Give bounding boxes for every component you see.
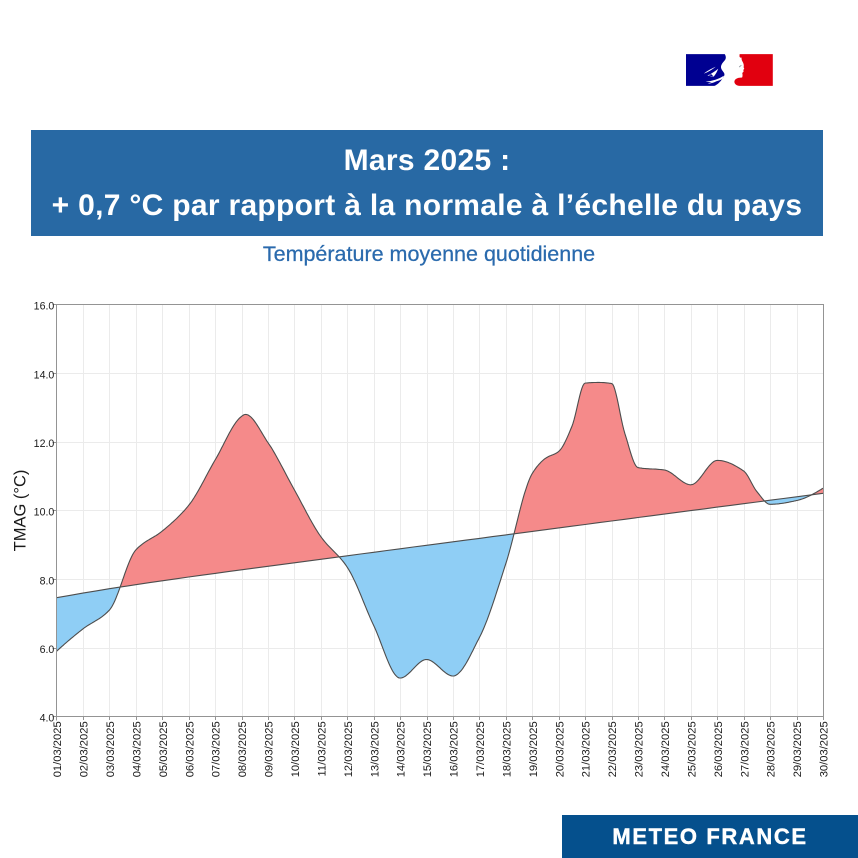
svg-text:22/03/2025: 22/03/2025 [607, 721, 619, 777]
svg-text:28/03/2025: 28/03/2025 [766, 721, 778, 777]
svg-text:TMAG (°C): TMAG (°C) [12, 470, 30, 552]
svg-text:05/03/2025: 05/03/2025 [158, 721, 170, 777]
svg-text:13/03/2025: 13/03/2025 [369, 721, 381, 777]
svg-text:8.0: 8.0 [40, 575, 55, 587]
svg-text:06/03/2025: 06/03/2025 [184, 721, 196, 777]
svg-text:24/03/2025: 24/03/2025 [660, 721, 672, 777]
svg-text:12/03/2025: 12/03/2025 [343, 721, 355, 777]
svg-text:26/03/2025: 26/03/2025 [713, 721, 725, 777]
svg-text:12.0: 12.0 [34, 438, 55, 450]
svg-text:23/03/2025: 23/03/2025 [634, 721, 646, 777]
svg-text:18/03/2025: 18/03/2025 [501, 721, 513, 777]
svg-text:16.0: 16.0 [34, 301, 55, 313]
svg-text:07/03/2025: 07/03/2025 [211, 721, 223, 777]
svg-text:27/03/2025: 27/03/2025 [739, 721, 751, 777]
svg-text:01/03/2025: 01/03/2025 [52, 721, 64, 777]
svg-text:19/03/2025: 19/03/2025 [528, 721, 540, 777]
svg-text:08/03/2025: 08/03/2025 [237, 721, 249, 777]
svg-text:14/03/2025: 14/03/2025 [396, 721, 408, 777]
svg-text:03/03/2025: 03/03/2025 [105, 721, 117, 777]
svg-text:11/03/2025: 11/03/2025 [316, 721, 328, 776]
svg-text:14.0: 14.0 [34, 369, 55, 381]
svg-text:25/03/2025: 25/03/2025 [686, 721, 698, 777]
svg-text:21/03/2025: 21/03/2025 [581, 721, 593, 777]
svg-text:6.0: 6.0 [40, 644, 55, 656]
svg-text:30/03/2025: 30/03/2025 [819, 721, 831, 777]
svg-text:29/03/2025: 29/03/2025 [792, 721, 804, 777]
svg-text:09/03/2025: 09/03/2025 [264, 721, 276, 777]
svg-text:17/03/2025: 17/03/2025 [475, 721, 487, 777]
svg-text:16/03/2025: 16/03/2025 [449, 721, 461, 777]
svg-text:15/03/2025: 15/03/2025 [422, 721, 434, 777]
svg-text:20/03/2025: 20/03/2025 [554, 721, 566, 777]
svg-text:10.0: 10.0 [34, 507, 55, 519]
svg-text:10/03/2025: 10/03/2025 [290, 721, 302, 777]
svg-text:04/03/2025: 04/03/2025 [131, 721, 143, 777]
svg-text:02/03/2025: 02/03/2025 [79, 721, 91, 777]
svg-text:4.0: 4.0 [40, 713, 55, 725]
